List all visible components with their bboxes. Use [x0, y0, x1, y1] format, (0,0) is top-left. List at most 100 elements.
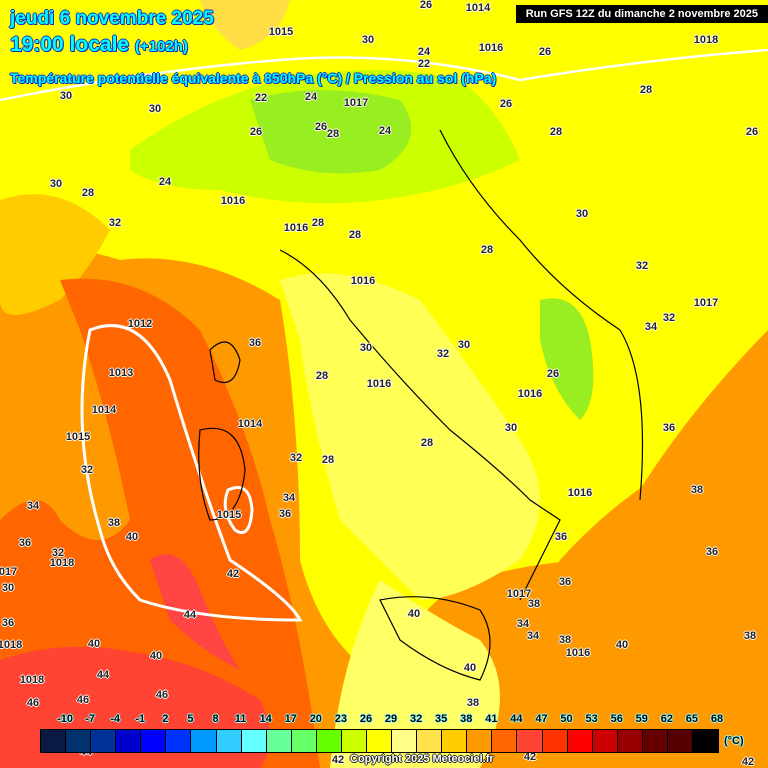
coastline [198, 129, 644, 681]
temperature-label: 44 [183, 609, 197, 621]
temperature-label: 28 [311, 217, 325, 229]
scale-swatch [667, 730, 694, 752]
parameter-title: Température potentielle équivalente à 85… [10, 70, 497, 86]
temperature-label: 28 [549, 126, 563, 138]
temperature-label: 32 [51, 547, 65, 559]
temperature-label: 30 [148, 103, 162, 115]
temperature-label: 36 [554, 531, 568, 543]
lead-time: (+102h) [134, 38, 188, 55]
scale-swatch [442, 730, 468, 752]
temperature-label: 30 [457, 339, 471, 351]
temperature-label: 28 [81, 187, 95, 199]
temperature-label: 26 [546, 368, 560, 380]
scale-tick: 29 [384, 713, 398, 725]
temperature-label: 42 [226, 568, 240, 580]
temperature-label: 24 [417, 46, 431, 58]
temperature-label: 26 [499, 98, 513, 110]
run-label: Run GFS 12Z du dimanche 2 novembre 2025 [515, 5, 768, 23]
temperature-label: 34 [644, 321, 658, 333]
scale-tick: -4 [110, 713, 121, 725]
temperature-label: 30 [361, 34, 375, 46]
scale-tick: 38 [460, 713, 473, 725]
dark-orange-zone [0, 278, 320, 768]
temperature-label: 24 [378, 125, 392, 137]
temperature-label: 32 [635, 260, 649, 272]
forecast-date: jeudi 6 novembre 2025 [10, 8, 214, 29]
temperature-label: 34 [282, 492, 296, 504]
scale-tick: 32 [409, 713, 423, 725]
scale-tick: -1 [135, 713, 146, 725]
temperature-label: 34 [526, 630, 540, 642]
yellow-south [330, 580, 500, 768]
scale-swatch [116, 730, 142, 752]
scale-tick: 23 [334, 713, 347, 725]
pressure-label: 1016 [567, 487, 593, 499]
pressure-label: 1018 [693, 34, 719, 46]
light-orange-zone [0, 194, 110, 315]
temperature-label: 36 [18, 537, 32, 549]
light-yellow-italy [280, 273, 540, 600]
pressure-label: 1012 [127, 318, 153, 330]
pressure-label: 1016 [283, 222, 309, 234]
temperature-label: 36 [1, 617, 15, 629]
scale-swatch [517, 730, 543, 752]
temperature-label: 46 [155, 689, 169, 701]
temperature-label: 28 [326, 128, 340, 140]
temperature-label: 38 [107, 517, 121, 529]
scale-swatch [592, 730, 618, 752]
temperature-label: 40 [463, 662, 477, 674]
temperature-label: 28 [639, 84, 653, 96]
temperature-label: 26 [314, 121, 328, 133]
scale-tick: 11 [234, 713, 247, 725]
temperature-label: 36 [248, 337, 262, 349]
temperature-label: 24 [158, 176, 172, 188]
pressure-label: 1015 [216, 509, 242, 521]
scale-tick: 17 [284, 713, 297, 725]
scale-swatch [467, 730, 493, 752]
scale-swatch [642, 730, 668, 752]
temperature-label: 32 [108, 217, 122, 229]
scale-swatch [567, 730, 593, 752]
orange-east [480, 420, 768, 768]
pressure-label: 1016 [565, 647, 591, 659]
pressure-label: 1018 [0, 639, 23, 651]
scale-tick: 26 [359, 713, 373, 725]
temperature-label: 30 [504, 422, 518, 434]
scale-swatch [417, 730, 443, 752]
pressure-label: 1017 [343, 97, 369, 109]
pressure-label: 1016 [478, 42, 504, 54]
temperature-label: 30 [1, 582, 15, 594]
temperature-label: 28 [321, 454, 335, 466]
scale-swatch [392, 730, 418, 752]
temperature-label: 28 [315, 370, 329, 382]
orange-north [200, 0, 290, 50]
pressure-label: 1014 [237, 418, 263, 430]
pressure-label: 1015 [268, 26, 294, 38]
temperature-label: 30 [59, 90, 73, 102]
scale-tick: 41 [485, 713, 498, 725]
temperature-label: 38 [558, 634, 572, 646]
scale-swatch [41, 730, 67, 752]
pressure-label: 1018 [19, 674, 45, 686]
temperature-label: 26 [249, 126, 263, 138]
scale-tick: 35 [435, 713, 448, 725]
scale-tick: 50 [560, 713, 573, 725]
copyright: Copyright 2025 Meteociel.fr [350, 753, 494, 765]
scale-swatch [341, 730, 368, 752]
temperature-label: 30 [359, 342, 373, 354]
scale-swatch [166, 730, 192, 752]
legend-unit: (°C) [724, 735, 744, 747]
temperature-label: 28 [420, 437, 434, 449]
pressure-label: 1017 [506, 588, 532, 600]
scale-swatch [266, 730, 292, 752]
scale-swatch [191, 730, 217, 752]
temperature-label: 26 [745, 126, 759, 138]
temperature-label: 22 [254, 92, 268, 104]
isobar-1015 [0, 48, 768, 102]
scale-tick: -10 [57, 713, 74, 725]
scale-swatch [91, 730, 117, 752]
scale-swatch [693, 730, 719, 752]
temperature-label: 36 [558, 576, 572, 588]
pressure-label: 1017 [693, 297, 719, 309]
